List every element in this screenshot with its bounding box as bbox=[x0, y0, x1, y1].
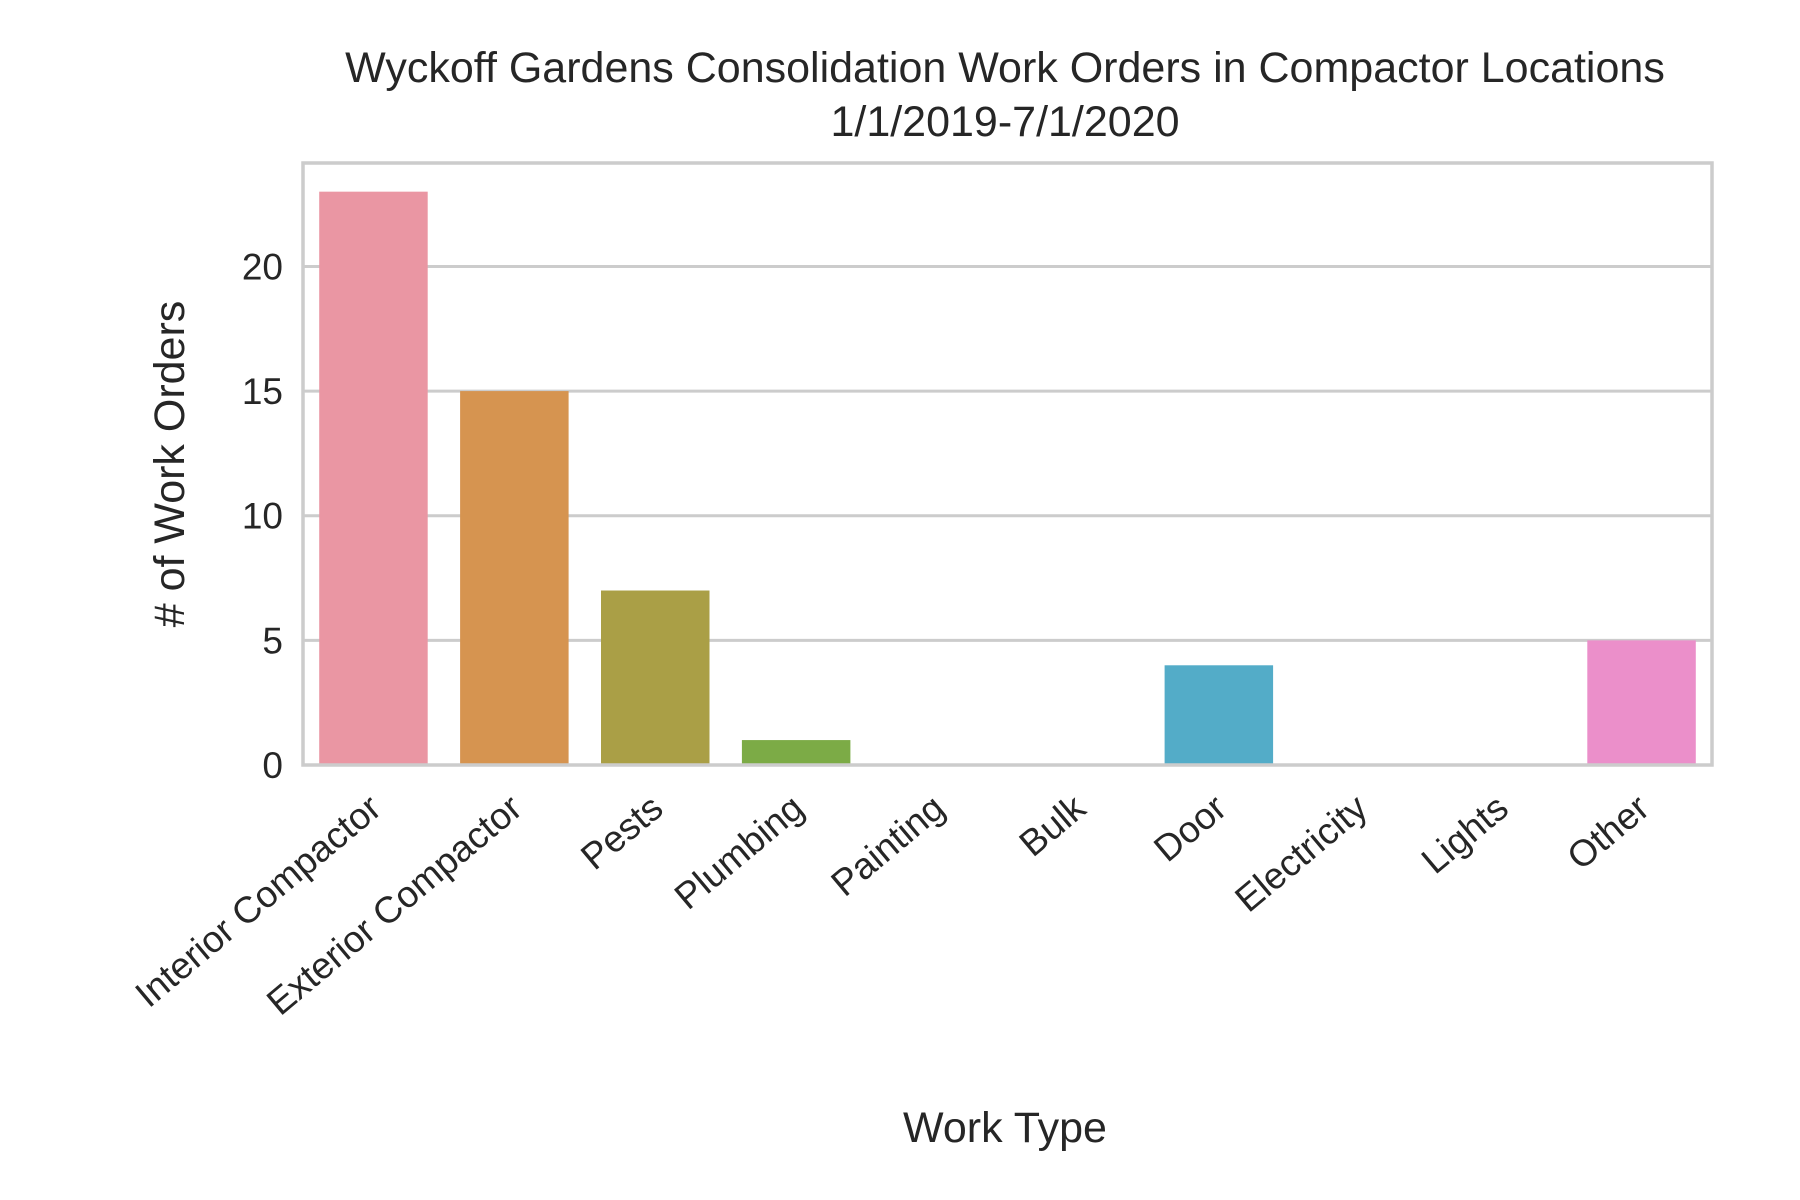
bar bbox=[319, 191, 428, 765]
bar bbox=[460, 391, 569, 765]
y-axis-label: # of Work Orders bbox=[146, 301, 194, 628]
plot-frame bbox=[301, 161, 1714, 767]
y-tick-label: 20 bbox=[242, 246, 283, 287]
x-tick-label: Plumbing bbox=[667, 787, 812, 918]
bars bbox=[319, 191, 1696, 765]
chart-subtitle: 1/1/2019-7/1/2020 bbox=[830, 98, 1179, 146]
bar bbox=[601, 590, 710, 765]
x-tick-label: Electricity bbox=[1227, 786, 1375, 919]
x-tick-label: Painting bbox=[823, 787, 952, 904]
chart-title: Wyckoff Gardens Consolidation Work Order… bbox=[345, 44, 1665, 92]
y-tick-labels: 0 5 10 15 20 bbox=[242, 246, 283, 786]
y-tick-label: 10 bbox=[242, 496, 283, 537]
bar bbox=[741, 740, 851, 765]
x-tick-label: Door bbox=[1146, 787, 1234, 870]
bar bbox=[1587, 640, 1696, 765]
bar bbox=[1164, 665, 1274, 765]
y-tick-label: 0 bbox=[262, 745, 283, 786]
x-axis-label: Work Type bbox=[903, 1104, 1107, 1152]
y-tick-label: 15 bbox=[242, 371, 283, 412]
x-tick-label: Other bbox=[1559, 787, 1656, 878]
x-tick-label: Lights bbox=[1414, 787, 1516, 882]
x-tick-label: Bulk bbox=[1012, 786, 1094, 864]
x-tick-label: Exterior Compactor bbox=[259, 787, 530, 1023]
x-tick-label: Interior Compactor bbox=[128, 787, 389, 1015]
x-tick-label: Pests bbox=[573, 787, 670, 878]
y-tick-label: 5 bbox=[262, 620, 283, 661]
